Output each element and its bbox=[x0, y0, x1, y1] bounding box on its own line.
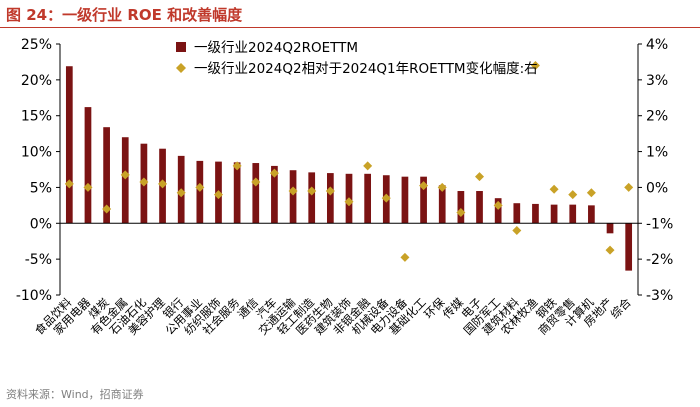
roe-bar bbox=[532, 203, 539, 224]
category-label: 综合 bbox=[608, 295, 635, 322]
change-marker bbox=[419, 181, 429, 191]
change-marker bbox=[307, 186, 317, 196]
roe-bar bbox=[289, 170, 297, 224]
change-marker bbox=[139, 177, 149, 187]
roe-bar bbox=[438, 185, 446, 224]
change-marker bbox=[251, 177, 261, 187]
left-tick-label: 15% bbox=[21, 109, 52, 125]
roe-bar bbox=[476, 191, 483, 224]
figure-title: 图 24：一级行业 ROE 和改善幅度 bbox=[6, 6, 243, 24]
change-marker bbox=[624, 182, 634, 192]
change-markers bbox=[64, 61, 634, 262]
roe-bar bbox=[420, 176, 427, 224]
roe-bar bbox=[494, 198, 502, 224]
change-marker bbox=[102, 204, 112, 214]
right-tick-label: 4% bbox=[646, 37, 668, 53]
change-marker bbox=[568, 190, 578, 200]
change-marker bbox=[605, 245, 615, 255]
change-marker bbox=[363, 161, 373, 171]
left-tick-label: 25% bbox=[21, 37, 52, 53]
roe-bar bbox=[65, 66, 73, 224]
source-note: 资料来源：Wind，招商证券 bbox=[6, 388, 144, 401]
roe-bar bbox=[326, 173, 334, 224]
change-marker bbox=[344, 197, 354, 207]
change-marker bbox=[493, 200, 503, 210]
change-marker bbox=[64, 179, 74, 189]
change-marker bbox=[456, 208, 466, 218]
left-tick-label: 5% bbox=[30, 180, 52, 196]
roe-bar bbox=[233, 162, 241, 224]
right-tick-label: -1% bbox=[646, 216, 673, 232]
legend: 一级行业2024Q2ROETTM 一级行业2024Q2相对于2024Q1年ROET… bbox=[176, 40, 538, 77]
x-axis: 食品饮料家用电器煤炭有色金属石油石化美容护理银行公用事业纺织服饰社会服务通信汽车… bbox=[32, 222, 638, 338]
roe-bar bbox=[121, 137, 129, 224]
roe-bar bbox=[457, 191, 465, 224]
roe-bar bbox=[606, 223, 614, 234]
right-y-axis: 4% 3% 2% 1% 0% -1% -2% -3% bbox=[637, 37, 673, 304]
change-marker bbox=[83, 182, 93, 192]
change-marker bbox=[176, 188, 186, 198]
right-tick-label: 1% bbox=[646, 145, 668, 161]
change-marker bbox=[437, 182, 447, 192]
roe-bar bbox=[252, 163, 260, 224]
right-tick-label: 3% bbox=[646, 73, 668, 89]
roe-bar bbox=[625, 223, 633, 271]
change-marker bbox=[232, 161, 242, 171]
change-marker bbox=[120, 170, 130, 180]
right-tick-label: -3% bbox=[646, 288, 673, 304]
legend-bar-label: 一级行业2024Q2ROETTM bbox=[194, 40, 358, 56]
change-marker bbox=[269, 168, 279, 178]
legend-marker-swatch bbox=[176, 63, 186, 73]
roe-bar bbox=[364, 173, 372, 224]
change-marker bbox=[512, 225, 522, 235]
right-tick-label: 2% bbox=[646, 109, 668, 125]
change-marker bbox=[195, 182, 205, 192]
roe-bar bbox=[588, 205, 595, 224]
right-tick-label: 0% bbox=[646, 180, 668, 196]
roe-bar bbox=[401, 176, 409, 224]
roe-bar bbox=[513, 203, 521, 224]
change-marker bbox=[213, 190, 223, 200]
change-marker bbox=[530, 61, 540, 71]
roe-bar bbox=[103, 127, 110, 224]
change-marker bbox=[549, 184, 559, 194]
roe-bar bbox=[308, 172, 316, 224]
roe-bar bbox=[271, 165, 278, 224]
bar-scatter-chart: 25% 20% 15% 10% 5% 0% -5% -10% 4% 3% 2% 1% 0% -1% -2%… bbox=[16, 37, 673, 338]
left-tick-label: 20% bbox=[21, 73, 52, 89]
left-y-axis: 25% 20% 15% 10% 5% 0% -5% -10% bbox=[16, 37, 61, 304]
title-divider bbox=[0, 27, 700, 28]
roe-bar bbox=[550, 204, 558, 224]
change-marker bbox=[586, 188, 596, 198]
change-marker bbox=[158, 179, 168, 189]
legend-marker-label: 一级行业2024Q2相对于2024Q1年ROETTM变化幅度:右 bbox=[194, 61, 538, 77]
right-tick-label: -2% bbox=[646, 252, 673, 268]
change-marker bbox=[475, 172, 485, 182]
change-marker bbox=[381, 193, 391, 203]
roe-bar bbox=[84, 107, 92, 224]
roe-bar bbox=[196, 160, 204, 224]
change-marker bbox=[325, 186, 335, 196]
change-marker bbox=[288, 186, 298, 196]
left-tick-label: -10% bbox=[16, 288, 52, 304]
roe-bars bbox=[65, 66, 633, 271]
change-marker bbox=[400, 252, 410, 262]
left-tick-label: -5% bbox=[25, 252, 52, 268]
left-tick-label: 0% bbox=[30, 216, 52, 232]
left-tick-label: 10% bbox=[21, 145, 52, 161]
roe-bar bbox=[569, 204, 577, 224]
legend-bar-swatch bbox=[176, 42, 186, 52]
